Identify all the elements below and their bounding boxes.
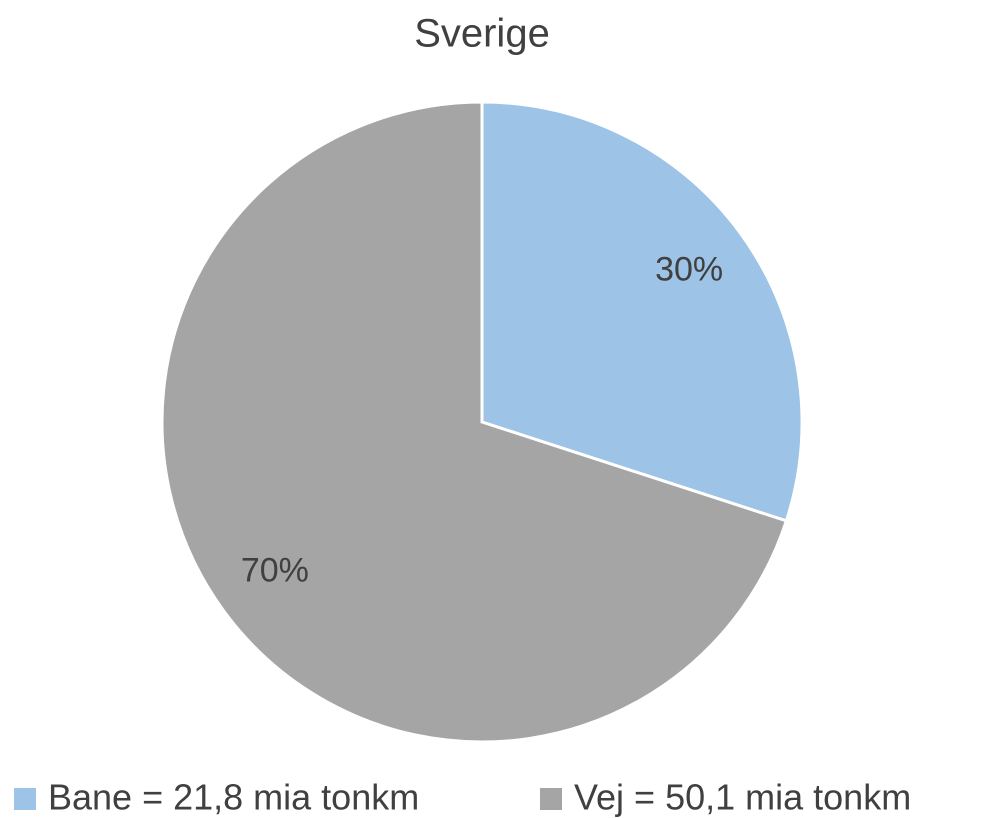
data-label: 70%	[241, 551, 309, 589]
legend-swatch	[14, 788, 36, 810]
legend-label: Bane = 21,8 mia tonkm	[48, 777, 419, 818]
pie-slice	[480, 100, 804, 523]
chart-title: Sverige	[414, 12, 550, 56]
legend-label: Vej = 50,1 mia tonkm	[574, 777, 911, 818]
legend-swatch	[540, 788, 562, 810]
data-label: 30%	[655, 251, 723, 289]
pie-slice	[160, 100, 789, 744]
